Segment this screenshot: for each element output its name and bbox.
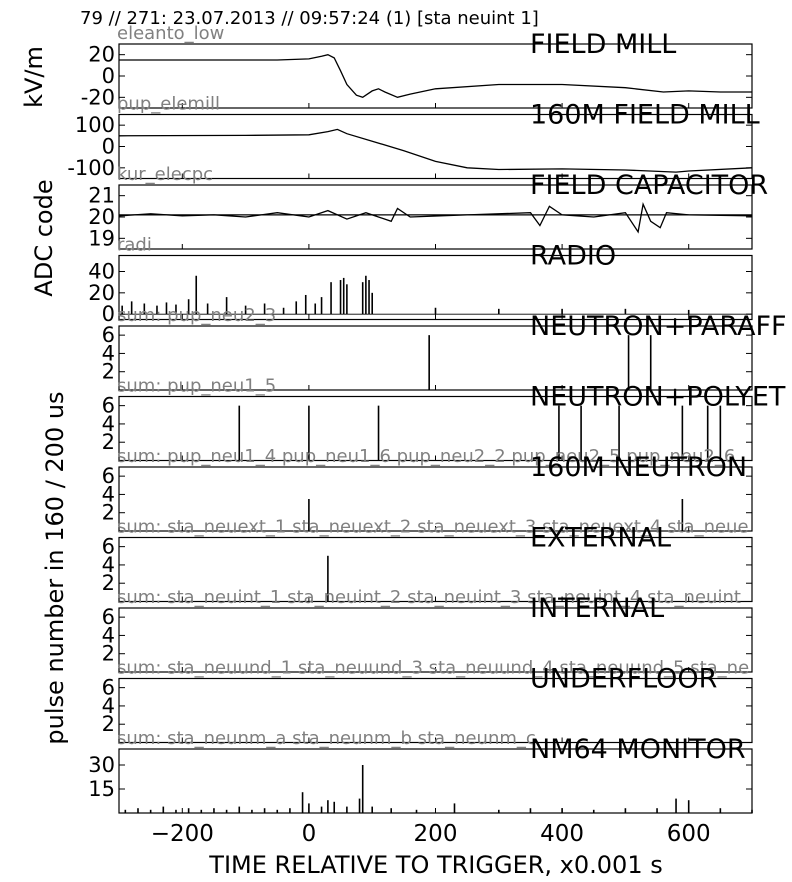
ytick-label-radio-2: 0 <box>102 302 115 326</box>
panel-title-field-mill-160m: 160M FIELD MILL <box>530 100 760 131</box>
ytick-label-field-mill-160m-1: 0 <box>102 135 115 159</box>
panel-title-neutron-160m: 160M NEUTRON <box>530 452 747 483</box>
panel-external: 642 sum: sta_neuext_1 sta_neuext_2 sta_ne… <box>102 517 753 603</box>
ytick-label-field-mill-0: 20 <box>88 43 115 67</box>
ytick-label-internal-2: 2 <box>102 642 115 666</box>
panel-neutron-160m: 642 sum: pup_neu1_4 pup_neu1_6 pup_neu2_2… <box>102 446 753 532</box>
ytick-label-field-capacitor-1: 20 <box>88 205 115 229</box>
channel-label-field-mill: eleanto_low <box>117 23 224 44</box>
ytick-label-underfloor-1: 4 <box>102 694 115 718</box>
panel-title-field-mill: FIELD MILL <box>530 29 676 60</box>
ytick-label-underfloor-0: 6 <box>102 676 115 700</box>
xtick-label-2: 200 <box>414 821 458 847</box>
xtick-label-3: 400 <box>540 821 584 847</box>
ytick-label-neutron-160m-2: 2 <box>102 501 115 525</box>
channel-label-underfloor: sum: sta_neuund_1 sta_neuund_3 sta_neuun… <box>117 658 749 679</box>
ytick-label-neutron-paraffin-1: 4 <box>102 341 115 365</box>
ytick-label-external-2: 2 <box>102 571 115 595</box>
ytick-label-field-capacitor-0: 21 <box>88 184 115 208</box>
ytick-label-neutron-160m-0: 6 <box>102 464 115 488</box>
ytick-label-radio-1: 20 <box>88 281 115 305</box>
ytick-label-field-mill-160m-0: 100 <box>75 113 115 137</box>
panel-field-mill: 200-20 eleanto_low FIELD MILL <box>81 23 753 109</box>
panel-title-underfloor: UNDERFLOOR <box>530 664 717 695</box>
channel-label-radio: radi <box>117 235 152 256</box>
panel-title-nm64-monitor: NM64 MONITOR <box>530 734 746 765</box>
series-line-field-mill-160m <box>118 128 753 173</box>
channel-label-neutron-paraffin: sum: pup_neu2_3 <box>117 305 276 326</box>
panel-neutron-paraffin: 642 sum: pup_neu2_3 NEUTRON+PARAFF <box>102 305 787 391</box>
channel-label-neutron-polyethylene: sum: pup_neu1_5 <box>117 376 276 397</box>
channel-label-external: sum: sta_neuext_1 sta_neuext_2 sta_neuex… <box>117 517 749 538</box>
ytick-label-nm64-monitor-0: 30 <box>88 753 115 777</box>
ytick-label-field-mill-1: 0 <box>102 64 115 88</box>
x-axis-ticks: −200 0 200 400 600 <box>151 821 711 847</box>
ytick-label-field-mill-160m-2: -100 <box>67 156 115 180</box>
panel-title-neutron-polyethylene: NEUTRON+POLYET <box>530 382 786 413</box>
channel-label-neutron-160m: sum: pup_neu1_4 pup_neu1_6 pup_neu2_2 pu… <box>117 446 735 467</box>
panel-neutron-polyethylene: 642 sum: pup_neu1_5 NEUTRON+POLYET <box>102 376 786 462</box>
channel-label-field-mill-160m: pup_elemill <box>117 94 220 115</box>
y-axis-label-adc: ADC code <box>30 179 58 296</box>
panel-title-internal: INTERNAL <box>530 593 664 624</box>
panel-title-field-capacitor: FIELD CAPACITOR <box>530 170 768 201</box>
channel-label-field-capacitor: kur_elecpc <box>117 164 213 185</box>
y-axis-label-kvm: kV/m <box>20 46 48 108</box>
panel-title-external: EXTERNAL <box>530 523 671 554</box>
ytick-label-field-capacitor-2: 19 <box>88 226 115 250</box>
y-axis-label-pulse: pulse number in 160 / 200 us <box>41 391 69 744</box>
x-axis-label: TIME RELATIVE TO TRIGGER, x0.001 s <box>208 851 662 879</box>
ytick-label-neutron-polyethylene-1: 4 <box>102 412 115 436</box>
ytick-label-neutron-paraffin-2: 2 <box>102 360 115 384</box>
ytick-label-internal-1: 4 <box>102 623 115 647</box>
ytick-label-external-1: 4 <box>102 553 115 577</box>
xtick-label-4: 600 <box>667 821 711 847</box>
xtick-label-1: 0 <box>302 821 317 847</box>
panel-underfloor: 642 sum: sta_neuund_1 sta_neuund_3 sta_ne… <box>102 658 753 744</box>
channel-label-nm64-monitor: sum: sta_neunm_a sta_neunm_b sta_neunm_c <box>117 728 536 749</box>
ytick-label-internal-0: 6 <box>102 605 115 629</box>
ytick-label-underfloor-2: 2 <box>102 712 115 736</box>
series-line-field-mill <box>119 54 752 99</box>
ytick-label-neutron-polyethylene-0: 6 <box>102 394 115 418</box>
channel-label-internal: sum: sta_neuint_1 sta_neuint_2 sta_neuin… <box>117 587 741 608</box>
panel-internal: 642 sum: sta_neuint_1 sta_neuint_2 sta_ne… <box>102 587 753 673</box>
ytick-label-neutron-polyethylene-2: 2 <box>102 430 115 454</box>
series-line-field-capacitor <box>118 202 753 234</box>
panel-title-neutron-paraffin: NEUTRON+PARAFF <box>530 311 787 342</box>
figure-header: 79 // 271: 23.07.2013 // 09:57:24 (1) [s… <box>80 8 539 29</box>
ytick-label-radio-0: 40 <box>88 260 115 284</box>
ytick-label-neutron-paraffin-0: 6 <box>102 323 115 347</box>
ytick-label-external-0: 6 <box>102 535 115 559</box>
ytick-label-neutron-160m-1: 4 <box>102 482 115 506</box>
panel-title-radio: RADIO <box>530 241 616 272</box>
ytick-label-nm64-monitor-1: 15 <box>88 777 115 801</box>
xtick-label-0: −200 <box>151 821 214 847</box>
ytick-label-field-mill-2: -20 <box>81 85 115 109</box>
